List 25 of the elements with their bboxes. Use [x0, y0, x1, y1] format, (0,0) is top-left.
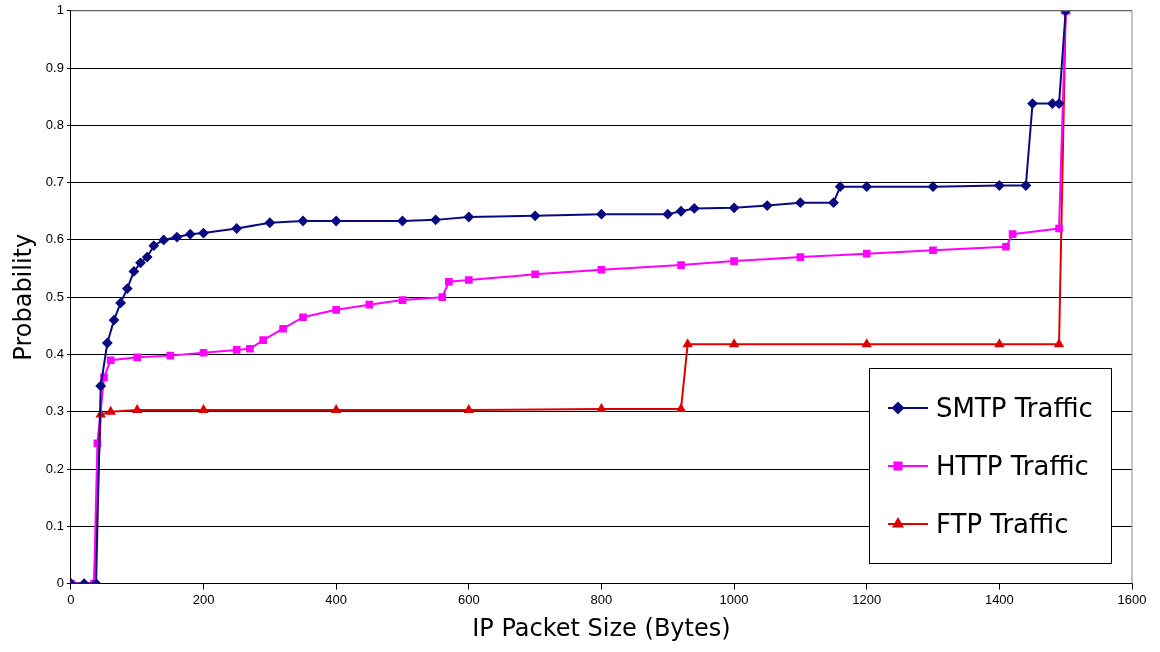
y-tick-label: 0.7	[45, 174, 64, 190]
legend-label: HTTP Traffic	[936, 450, 1089, 481]
x-tick-label: 0	[67, 591, 75, 607]
y-tick-label: 0	[56, 575, 64, 591]
y-tick-label: 0.6	[45, 231, 64, 247]
x-tick-label: 400	[325, 591, 348, 607]
y-tick-label: 0.3	[45, 403, 64, 419]
x-tick-label: 200	[192, 591, 215, 607]
x-tick-label: 600	[457, 591, 480, 607]
y-tick-label: 0.9	[45, 59, 64, 75]
y-tick-label: 0.4	[45, 346, 64, 362]
y-tick-label: 0.2	[45, 460, 64, 476]
legend-label: SMTP Traffic	[936, 392, 1093, 423]
x-axis-title: IP Packet Size (Bytes)	[472, 613, 731, 642]
x-tick-label: 1000	[719, 591, 749, 607]
x-tick-label: 800	[590, 591, 613, 607]
x-tick-label: 1400	[984, 591, 1014, 607]
legend-label: FTP Traffic	[936, 508, 1069, 539]
x-tick-label: 1600	[1117, 591, 1147, 607]
y-tick-label: 0.1	[45, 517, 64, 533]
x-tick-label: 1200	[852, 591, 882, 607]
y-tick-label: 0.5	[45, 288, 64, 304]
y-axis-title: Probability	[8, 233, 37, 361]
y-tick-label: 0.8	[45, 116, 64, 132]
y-tick-label: 1	[56, 2, 64, 18]
